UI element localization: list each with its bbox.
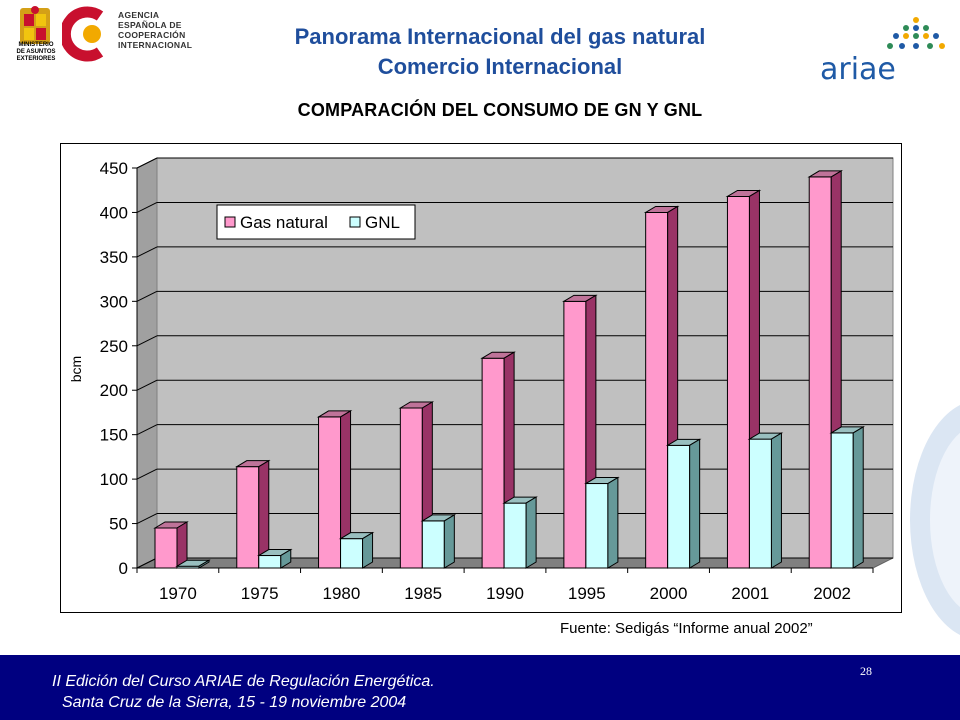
ministry-text: MINISTERIO DE ASUNTOS EXTERIORES [10,42,62,63]
y-tick-label: 0 [119,559,128,578]
agency-line: AGENCIA [118,10,160,20]
bar-side [280,548,292,569]
bar-side [362,531,374,569]
bar-chart: 0 50 100 150 200 250 300 350 400 450 bcm 1970 1975 19… [68,157,894,603]
x-tick-label: 1995 [568,584,606,603]
y-tick-label: 450 [100,159,128,178]
bar-side [525,496,537,569]
bar-gas-natural [236,466,260,569]
gridline [136,468,158,480]
page-title: Panorama Internacional del gas natural C… [200,22,800,82]
bar-gas-natural [726,195,750,569]
bar-gnl [258,555,282,569]
footer-location-line: Santa Cruz de la Sierra, 15 - 19 noviemb… [62,694,407,711]
legend-label: Gas natural [240,213,328,232]
bar-side [770,432,782,569]
y-tick-label: 400 [100,203,128,222]
agency-line: INTERNACIONAL [118,40,193,50]
title-line-2: Comercio Internacional [377,54,623,79]
y-axis-label: bcm [68,356,84,382]
gridline [136,513,158,525]
chart-frame: 0 50 100 150 200 250 300 350 400 450 bcm 1970 1975 19… [60,143,902,613]
y-tick-label: 350 [100,248,128,267]
gridline [136,424,158,436]
gridline [136,335,158,347]
source-note: Fuente: Sedigás “Informe anual 2002” [560,620,813,637]
legend-label: GNL [365,213,400,232]
bar-gnl [340,538,364,569]
bar-side [443,514,455,569]
x-tick-label: 1975 [241,584,279,603]
gridline [136,157,158,169]
ariae-logo-text: ariae [820,52,896,87]
plot-side-wall [136,157,158,569]
bar-gnl [585,483,609,569]
x-tick-label: 1980 [323,584,361,603]
legend-box [216,204,416,240]
y-tick-label: 100 [100,470,128,489]
chart-subtitle: COMPARACIÓN DEL CONSUMO DE GN Y GNL [297,100,703,120]
agency-line: COOPERACIÓN [118,30,186,40]
bar-gnl [830,432,854,569]
x-tick-label: 2002 [813,584,851,603]
gridline [136,201,158,213]
bar-gas-natural [399,407,423,569]
title-line-1: Panorama Internacional del gas natural [294,24,706,49]
x-tick-label: 1990 [486,584,524,603]
x-tick-label: 2000 [650,584,688,603]
footer-course-line: II Edición del Curso ARIAE de Regulación… [52,673,435,690]
ministry-line: MINISTERIO [18,42,54,48]
bar-side [689,438,701,569]
bar-side [198,559,210,569]
ministry-logo [10,6,60,70]
x-tick-label: 1985 [404,584,442,603]
legend-swatch [349,216,361,228]
aecid-logo [59,6,114,62]
bar-gnl [748,438,772,569]
bar-gas-natural [808,176,832,569]
y-tick-label: 150 [100,426,128,445]
bar-gas-natural [563,300,587,569]
bar-gas-natural [154,527,178,569]
bar-side [852,426,864,569]
footer-bar [0,655,960,720]
page-number: 28 [860,664,872,678]
ministry-line: EXTERIORES [16,56,56,62]
agency-line: ESPAÑOLA DE [118,20,182,30]
y-tick-label: 300 [100,292,128,311]
gridline [136,246,158,258]
bar-gnl [667,444,691,569]
y-tick-label: 200 [100,381,128,400]
y-tick-label: 50 [109,515,128,534]
bar-gas-natural [481,357,505,569]
background-globe-graphic [900,390,960,650]
agency-name: AGENCIA ESPAÑOLA DE COOPERACIÓN INTERNAC… [118,10,192,50]
legend-swatch [224,216,236,228]
y-tick-label: 250 [100,337,128,356]
ministry-line: DE ASUNTOS [16,49,56,55]
bar-gas-natural [318,416,342,569]
bar-gnl [421,520,445,569]
gridline [136,290,158,302]
ariae-dots-icon [880,14,950,58]
bar-side [607,476,619,569]
x-tick-label: 2001 [731,584,769,603]
bar-gas-natural [645,211,669,569]
bar-gnl [503,502,527,569]
gridline [136,557,158,569]
x-tick-label: 1970 [159,584,197,603]
gridline [136,379,158,391]
